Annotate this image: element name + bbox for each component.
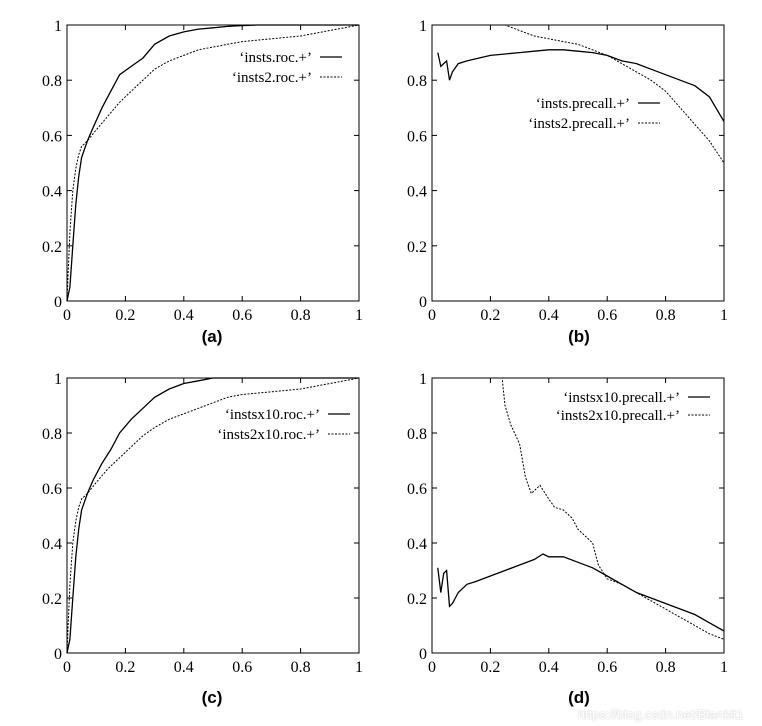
- x-tick-label-b: 0.8: [656, 307, 676, 324]
- x-tick-label-c: 0: [63, 659, 71, 676]
- x-tick-label-c: 0.2: [115, 659, 135, 676]
- legend-label-b-1: ‘insts.precall.+’: [536, 96, 630, 112]
- x-tick-label-b: 0.4: [539, 307, 559, 324]
- y-tick-label-c: 0.8: [42, 426, 62, 443]
- legend-label-c-1: ‘instsx10.roc.+’: [225, 407, 320, 423]
- plot-frame-a: [66, 24, 360, 302]
- plot-frame-d: [431, 377, 725, 654]
- watermark-text: https://blog.csdn.net/Blankit1: [577, 707, 744, 722]
- series-line-c-1: [66, 377, 359, 654]
- y-tick-label-c: 0.4: [42, 536, 62, 553]
- legend-label-d-2: ‘insts2x10.precall.+’: [556, 408, 680, 424]
- y-tick-label-c: 1: [54, 371, 62, 388]
- y-tick-label-d: 0: [419, 646, 427, 663]
- y-tick-label-a: 1: [54, 18, 62, 35]
- x-tick-label-b: 1: [720, 307, 728, 324]
- legend-label-c-2: ‘insts2x10.roc.+’: [217, 427, 320, 443]
- x-tick-label-a: 0: [63, 307, 71, 324]
- plot-frame-b: [431, 24, 725, 302]
- x-tick-label-a: 0.6: [232, 307, 252, 324]
- x-tick-label-b: 0.2: [480, 307, 500, 324]
- x-tick-label-a: 0.8: [291, 307, 311, 324]
- y-tick-label-b: 1: [419, 18, 427, 35]
- chart-b: 0 0.2 0.4 0.6 0.8 1 0 0.2 0.4 0.6 0.8 1 ‘insts.preca…: [407, 18, 728, 324]
- caption-b: (b): [568, 327, 590, 346]
- x-tick-label-d: 0.2: [480, 659, 500, 676]
- x-tick-label-d: 0.8: [656, 659, 676, 676]
- x-tick-label-c: 0.6: [232, 659, 252, 676]
- series-line-b-2: [437, 24, 725, 164]
- x-tick-label-a: 1: [355, 307, 363, 324]
- chart-d: 0 0.2 0.4 0.6 0.8 1 0 0.2 0.4 0.6 0.8 1 ‘instsx10.pr…: [407, 371, 728, 676]
- x-tick-label-c: 0.8: [291, 659, 311, 676]
- chart-a: 0 0.2 0.4 0.6 0.8 1 0 0.2 0.4 0.6 0.8 1 ‘insts.roc.+…: [42, 18, 363, 324]
- y-tick-label-d: 0.8: [407, 426, 427, 443]
- y-tick-label-a: 0.8: [42, 73, 62, 90]
- y-tick-label-a: 0.2: [42, 239, 62, 256]
- legend-label-b-2: ‘insts2.precall.+’: [528, 116, 630, 132]
- series-line-d-2: [437, 377, 725, 640]
- x-tick-label-c: 1: [355, 659, 363, 676]
- y-tick-label-d: 1: [419, 371, 427, 388]
- y-tick-label-b: 0: [419, 294, 427, 311]
- x-tick-label-a: 0.4: [174, 307, 194, 324]
- y-tick-label-a: 0.6: [42, 128, 62, 145]
- x-tick-label-c: 0.4: [174, 659, 194, 676]
- series-line-a-2: [66, 24, 360, 302]
- chart-c: 0 0.2 0.4 0.6 0.8 1 0 0.2 0.4 0.6 0.8 1 ‘instsx10.ro…: [42, 371, 363, 676]
- y-tick-label-c: 0: [54, 646, 62, 663]
- y-tick-label-d: 0.4: [407, 536, 427, 553]
- x-tick-label-a: 0.2: [115, 307, 135, 324]
- y-tick-label-b: 0.8: [407, 73, 427, 90]
- x-tick-label-d: 0: [428, 659, 436, 676]
- x-tick-label-d: 1: [720, 659, 728, 676]
- y-tick-label-b: 0.6: [407, 128, 427, 145]
- series-line-b-1: [437, 49, 725, 122]
- legend-label-d-1: ‘instsx10.precall.+’: [563, 390, 680, 406]
- y-tick-label-d: 0.6: [407, 481, 427, 498]
- x-tick-label-d: 0.6: [597, 659, 617, 676]
- series-line-c-2: [66, 377, 360, 654]
- y-tick-label-a: 0: [54, 294, 62, 311]
- y-tick-label-d: 0.2: [407, 591, 427, 608]
- caption-d: (d): [568, 688, 590, 707]
- y-tick-label-c: 0.2: [42, 591, 62, 608]
- y-tick-label-b: 0.2: [407, 239, 427, 256]
- x-tick-label-b: 0.6: [597, 307, 617, 324]
- y-tick-label-c: 0.6: [42, 481, 62, 498]
- y-tick-label-a: 0.4: [42, 184, 62, 201]
- caption-a: (a): [201, 327, 223, 346]
- caption-c: (c): [201, 688, 223, 707]
- x-tick-label-d: 0.4: [539, 659, 559, 676]
- legend-label-a-2: ‘insts2.roc.+’: [232, 70, 312, 86]
- legend-label-a-1: ‘insts.roc.+’: [239, 50, 312, 66]
- y-tick-label-b: 0.4: [407, 184, 427, 201]
- series-line-d-1: [437, 553, 725, 632]
- x-tick-label-b: 0: [428, 307, 436, 324]
- series-line-a-1: [66, 24, 359, 302]
